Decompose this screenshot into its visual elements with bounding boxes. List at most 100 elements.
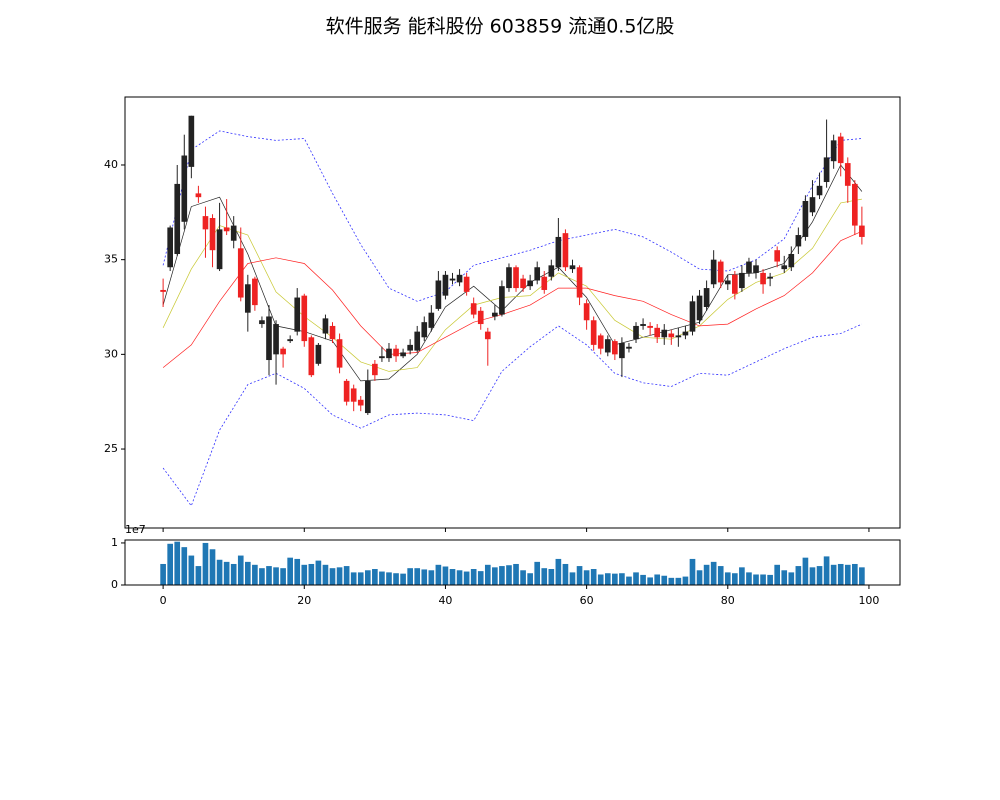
volume-bar — [506, 565, 512, 585]
volume-bar — [830, 564, 837, 585]
candle-body — [252, 278, 258, 306]
volume-bar — [287, 557, 293, 585]
volume-bar — [477, 571, 484, 585]
candle-body — [499, 286, 505, 315]
volume-bar — [746, 572, 752, 585]
candle-body — [816, 185, 823, 196]
candle-body — [308, 337, 315, 376]
volume-bar — [696, 570, 703, 585]
volume-bar — [329, 568, 336, 585]
candle-body — [463, 276, 470, 292]
volume-bar — [315, 560, 322, 585]
candle-body — [266, 316, 272, 361]
volume-bar — [724, 572, 731, 585]
volume-bar — [682, 576, 689, 585]
volume-bar — [244, 561, 251, 585]
x-tick-label: 80 — [721, 594, 735, 607]
volume-bar — [520, 570, 526, 585]
candle-body — [562, 233, 569, 268]
volume-bar — [209, 549, 216, 585]
volume-bar — [795, 566, 802, 585]
volume-bar — [689, 558, 696, 585]
volume-bar — [640, 574, 646, 585]
candle-body — [837, 136, 844, 164]
volume-bar — [604, 573, 611, 585]
candle-body — [315, 344, 322, 364]
volume-bar — [499, 566, 505, 585]
volume-bar — [357, 572, 364, 585]
candle-body — [534, 267, 541, 281]
candle-body — [590, 320, 597, 345]
volume-bar — [470, 569, 477, 585]
volume-bar — [710, 561, 717, 585]
volume-bar — [379, 571, 385, 585]
x-tick-label: 20 — [297, 594, 311, 607]
volume-bar — [195, 566, 202, 585]
candle-body — [619, 342, 625, 359]
volume-bar — [541, 568, 548, 585]
candle-body — [626, 346, 632, 349]
volume-bar — [492, 567, 498, 585]
x-tick-label: 100 — [858, 594, 879, 607]
indicator-line — [162, 198, 862, 372]
volume-bar — [661, 575, 668, 585]
candle-body — [724, 280, 731, 285]
candle-body — [209, 218, 216, 251]
candle-body — [160, 289, 166, 292]
volume-bar — [174, 541, 181, 585]
indicator-line — [162, 323, 863, 507]
candle-body — [414, 331, 421, 351]
candle-body — [823, 157, 830, 183]
volume-bar — [350, 572, 357, 585]
volume-bar — [633, 572, 639, 585]
volume-bar — [484, 564, 491, 585]
candle-body — [781, 265, 788, 270]
candle-body — [407, 344, 413, 351]
candle-body — [322, 318, 329, 334]
candle-body — [484, 331, 491, 340]
candle-body — [640, 324, 646, 326]
volume-bar — [597, 574, 604, 585]
candle-body — [675, 335, 682, 338]
candle-body — [569, 265, 576, 270]
volume-bar — [569, 572, 576, 585]
candle-body — [583, 303, 590, 321]
candle-body — [746, 261, 752, 273]
chart-title: 软件服务 能科股份 603859 流通0.5亿股 — [326, 16, 675, 38]
volume-bar — [774, 564, 781, 585]
volume-bar — [668, 577, 675, 585]
volume-bar — [273, 567, 279, 585]
candle-body — [181, 155, 188, 222]
candle-body — [555, 236, 562, 268]
candle-body — [513, 267, 519, 289]
volume-bar — [400, 573, 406, 585]
volume-bar — [188, 555, 195, 585]
candle-body — [301, 295, 308, 342]
candle-body — [852, 183, 858, 226]
volume-bar — [160, 563, 166, 585]
candle-body — [633, 325, 639, 340]
candle-body — [682, 331, 689, 336]
volume-bar — [767, 574, 773, 585]
candle-body — [710, 259, 717, 285]
volume-bar — [294, 558, 301, 585]
candle-body — [202, 216, 209, 230]
candle-body — [604, 339, 611, 353]
volume-bar — [583, 570, 590, 585]
volume-bar — [372, 569, 378, 585]
candle-body — [654, 327, 661, 338]
volume-bar — [364, 570, 371, 585]
candle-body — [329, 325, 336, 340]
candle-body — [844, 163, 851, 186]
volume-bar — [534, 561, 541, 585]
candle-body — [732, 274, 738, 294]
volume-bar — [647, 577, 653, 585]
volume-bar — [308, 563, 315, 585]
volume-bar — [414, 568, 421, 585]
volume-bar — [612, 573, 618, 585]
candle-body — [506, 267, 512, 289]
volume-bar — [788, 572, 795, 585]
y-tick-label: 25 — [104, 442, 118, 455]
volume-bar — [555, 558, 562, 585]
